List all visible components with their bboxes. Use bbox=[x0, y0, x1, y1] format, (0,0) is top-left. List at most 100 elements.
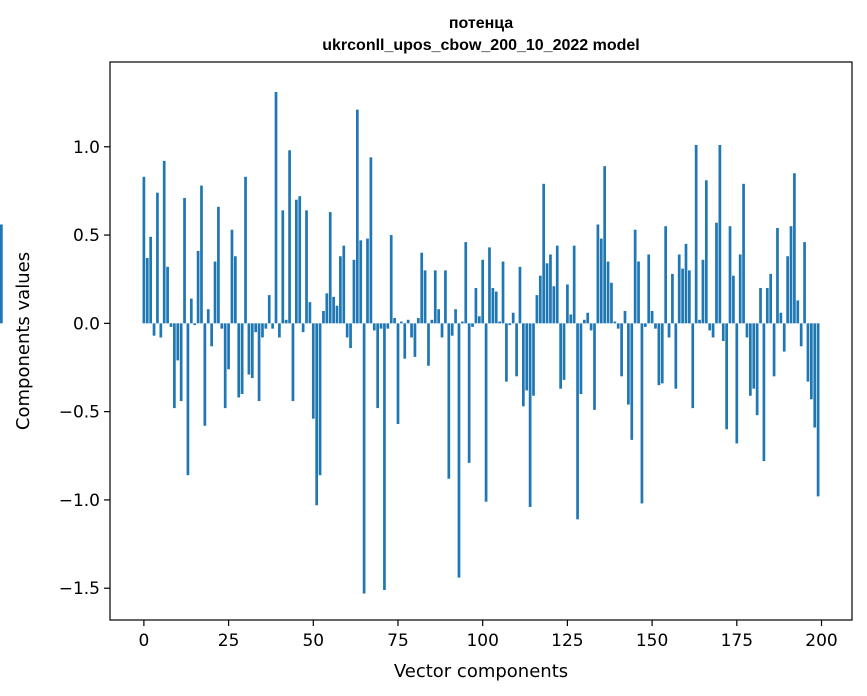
bar-62 bbox=[352, 259, 356, 324]
bar-93 bbox=[457, 323, 461, 578]
bar-52 bbox=[318, 323, 322, 476]
bar-65 bbox=[362, 323, 366, 594]
bar-11 bbox=[179, 323, 183, 402]
bar-97 bbox=[471, 323, 474, 327]
bar-177 bbox=[742, 183, 745, 324]
bar-121 bbox=[552, 286, 556, 324]
bar-47 bbox=[301, 323, 305, 333]
bar-15 bbox=[193, 323, 197, 326]
bar-123 bbox=[559, 323, 562, 389]
bar-83 bbox=[423, 270, 427, 324]
bar-142 bbox=[623, 310, 627, 324]
bar-91 bbox=[450, 323, 454, 336]
bar-163 bbox=[694, 144, 698, 324]
bar-187 bbox=[776, 227, 779, 324]
bar-94 bbox=[461, 321, 464, 324]
bar-41 bbox=[281, 210, 285, 324]
bar-33 bbox=[254, 323, 258, 333]
bar-39 bbox=[274, 92, 278, 324]
bar-176 bbox=[738, 254, 742, 324]
bar-147 bbox=[640, 323, 644, 504]
y-tick-label: −1.0 bbox=[59, 491, 100, 511]
bar-40 bbox=[278, 323, 281, 338]
bar-157 bbox=[674, 323, 678, 389]
bar-130 bbox=[582, 319, 586, 324]
bar-102 bbox=[488, 247, 491, 324]
bar-166 bbox=[704, 180, 708, 324]
bar-110 bbox=[515, 323, 518, 377]
bar-82 bbox=[420, 252, 424, 324]
bar-23 bbox=[220, 323, 224, 329]
x-tick-label: 200 bbox=[805, 631, 837, 651]
bar-22 bbox=[217, 206, 220, 324]
bar-1 bbox=[145, 258, 149, 324]
bar-undefined bbox=[0, 224, 3, 324]
bar-78 bbox=[406, 319, 410, 324]
x-tick-label: 0 bbox=[138, 631, 149, 651]
bar-155 bbox=[667, 323, 671, 338]
bar-30 bbox=[244, 176, 247, 324]
y-tick-label: 1.0 bbox=[73, 138, 100, 158]
bar-125 bbox=[566, 284, 569, 324]
bar-21 bbox=[213, 261, 217, 324]
bar-184 bbox=[765, 288, 769, 324]
bar-12 bbox=[183, 197, 186, 324]
bar-138 bbox=[610, 282, 613, 324]
bar-153 bbox=[660, 323, 664, 384]
bar-72 bbox=[386, 323, 390, 329]
bar-179 bbox=[749, 323, 752, 396]
bar-134 bbox=[596, 224, 600, 324]
bar-127 bbox=[572, 245, 576, 324]
bar-114 bbox=[528, 323, 532, 507]
bar-43 bbox=[288, 150, 291, 324]
bar-173 bbox=[728, 226, 732, 324]
bar-79 bbox=[410, 323, 413, 338]
chart-title: потенца bbox=[449, 15, 513, 32]
bar-19 bbox=[206, 309, 210, 324]
x-axis-label: Vector components bbox=[394, 661, 568, 682]
bar-24 bbox=[223, 323, 227, 409]
bar-51 bbox=[315, 323, 319, 506]
bar-106 bbox=[501, 261, 505, 324]
x-tick-label: 75 bbox=[387, 631, 409, 651]
bar-119 bbox=[545, 263, 549, 324]
bar-185 bbox=[769, 273, 773, 324]
bar-148 bbox=[643, 323, 647, 327]
bar-14 bbox=[189, 298, 193, 324]
bar-80 bbox=[413, 323, 417, 357]
bar-144 bbox=[630, 323, 634, 440]
bar-158 bbox=[677, 254, 681, 324]
bar-122 bbox=[555, 245, 559, 324]
bar-13 bbox=[186, 323, 190, 476]
bar-178 bbox=[745, 323, 749, 338]
bar-108 bbox=[508, 323, 512, 326]
bar-63 bbox=[355, 109, 359, 324]
bar-17 bbox=[200, 185, 203, 324]
bar-154 bbox=[664, 226, 668, 324]
bar-56 bbox=[332, 296, 335, 324]
bar-99 bbox=[477, 316, 481, 324]
bar-137 bbox=[606, 261, 610, 324]
y-axis-label: Components values bbox=[13, 252, 34, 430]
bar-107 bbox=[505, 323, 508, 382]
bar-135 bbox=[599, 238, 603, 324]
bar-113 bbox=[525, 323, 529, 391]
bar-7 bbox=[166, 266, 169, 324]
bar-87 bbox=[437, 309, 440, 324]
bar-45 bbox=[294, 199, 298, 324]
x-tick-label: 150 bbox=[636, 631, 668, 651]
bar-64 bbox=[359, 240, 363, 324]
bar-103 bbox=[491, 288, 495, 324]
bar-84 bbox=[427, 323, 430, 366]
bar-181 bbox=[755, 323, 759, 416]
bar-2 bbox=[149, 236, 153, 324]
bar-194 bbox=[799, 323, 803, 347]
bar-145 bbox=[633, 229, 637, 324]
bar-183 bbox=[762, 323, 766, 462]
bar-171 bbox=[721, 323, 725, 341]
bar-36 bbox=[264, 323, 268, 329]
bar-159 bbox=[681, 268, 684, 324]
bar-128 bbox=[576, 323, 579, 520]
bar-6 bbox=[162, 160, 166, 324]
